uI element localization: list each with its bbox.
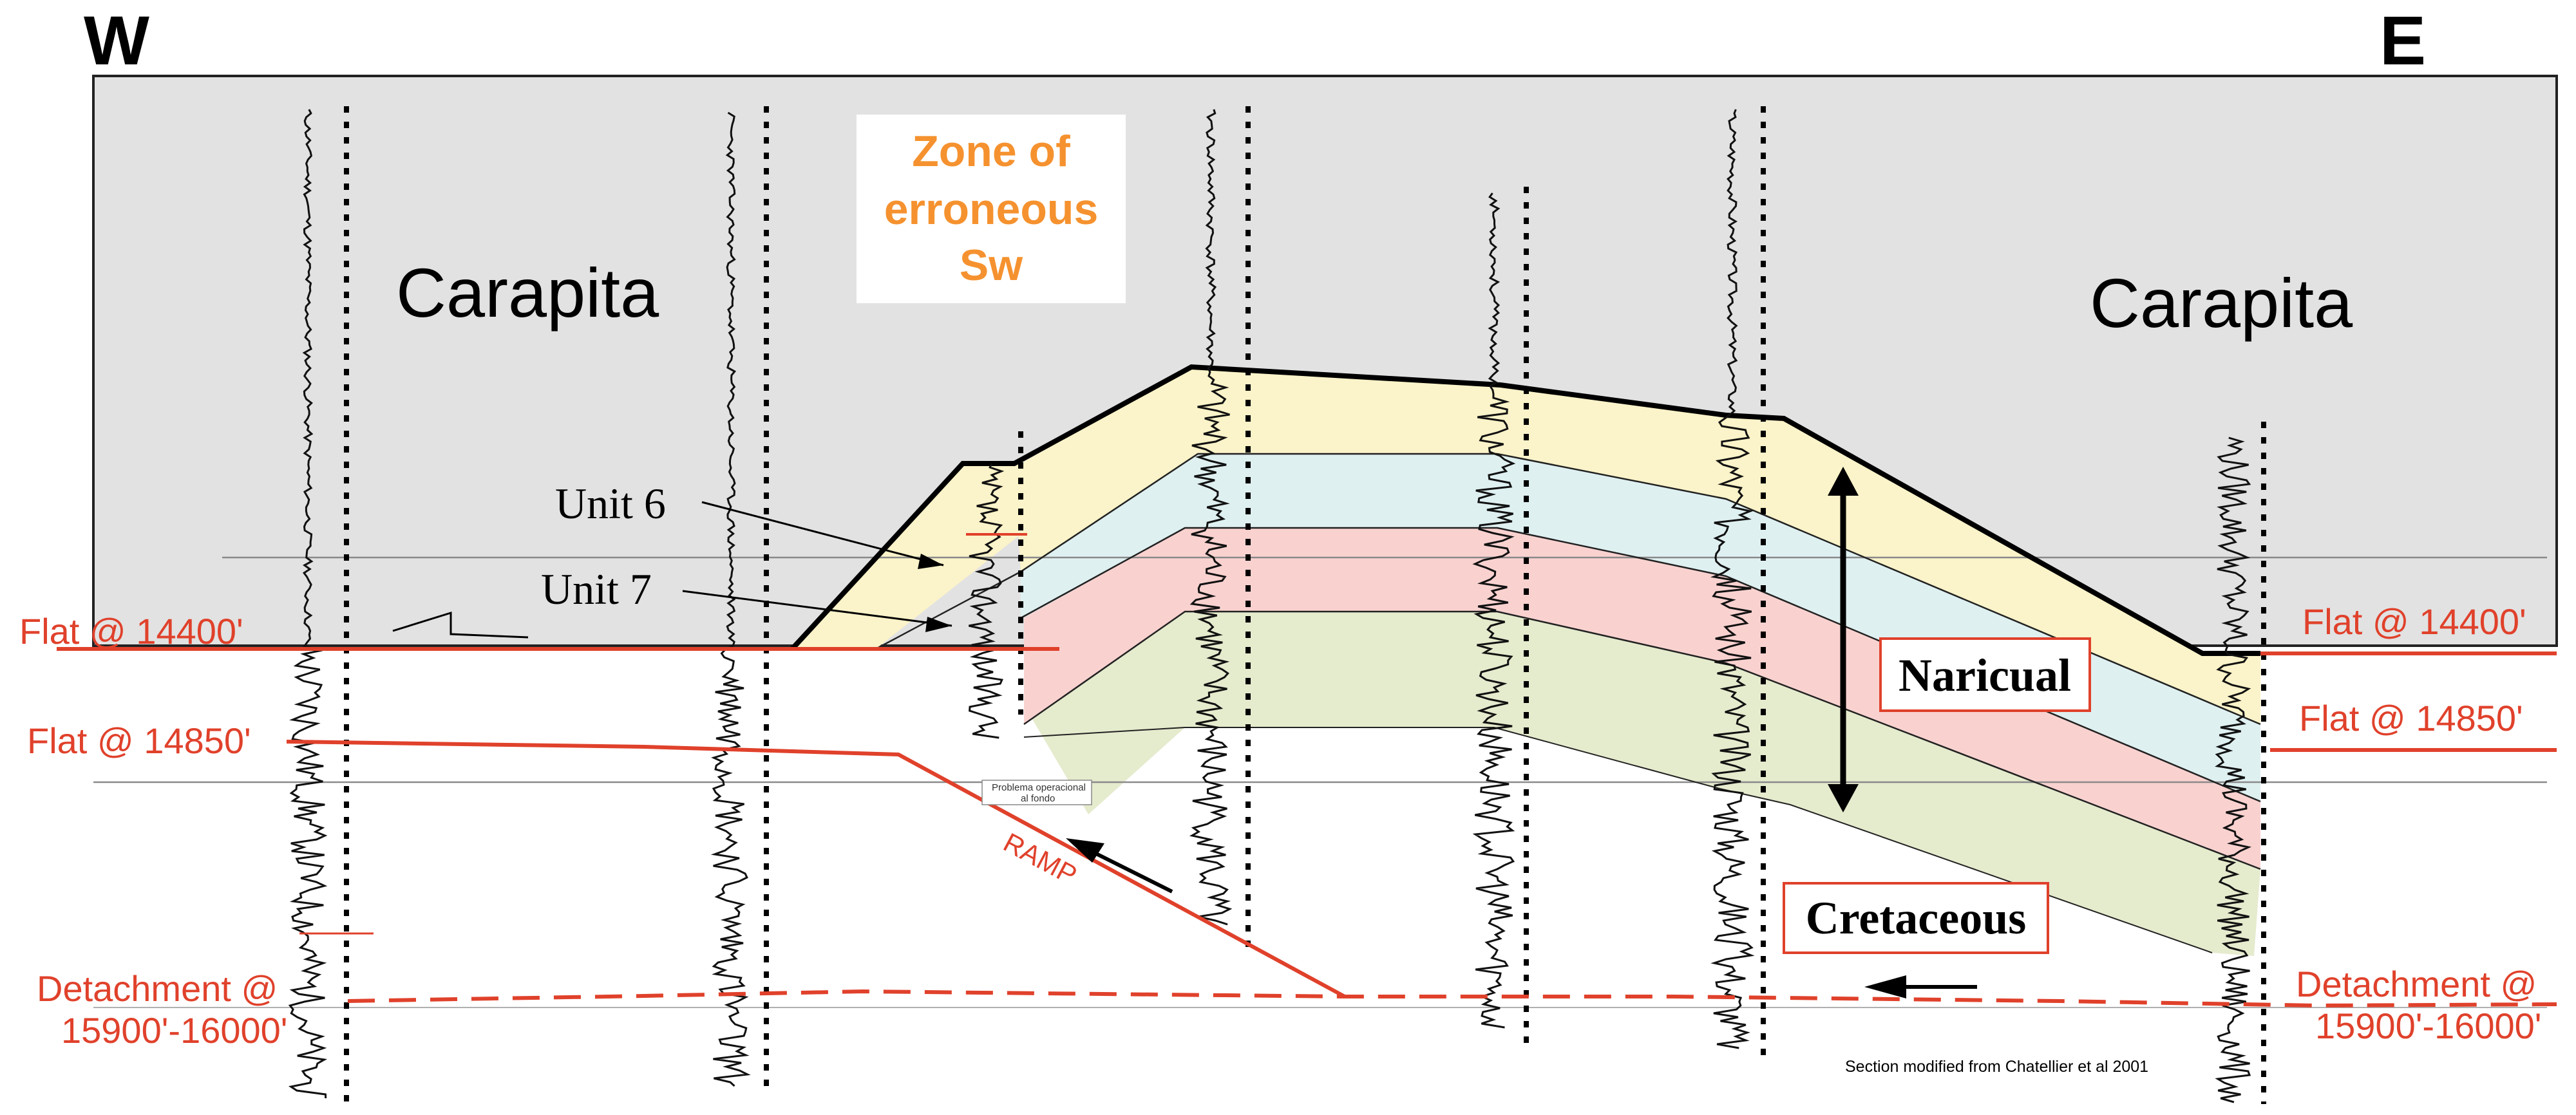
top-cretaceous-horizon [1023,610,2261,870]
well-log-4 [1189,106,1251,953]
flat-14400-left-label: Flat @ 14400' [19,611,243,651]
detachment-right-line2: 15900'-16000' [2315,1006,2541,1046]
detachment-motion-arrowhead [1864,975,1906,998]
east-label: E [2380,1,2426,79]
well-log-2 [710,106,769,1088]
zone-text-line3: Sw [960,241,1023,290]
well-log-3 [969,431,1023,739]
ramp-label: RAMP [999,827,1082,890]
unit6-arrowhead [918,554,943,569]
naricual-label: Naricual [1899,650,2071,701]
flat-14850-left-label: Flat @ 14850' [27,720,251,761]
top-unit7-horizon [875,453,2261,726]
cretaceous-label: Cretaceous [1806,892,2027,944]
well-log-7 [2215,422,2266,1104]
flat-14400-right-label: Flat @ 14400' [2302,601,2526,642]
unit6-label: Unit 6 [555,479,666,528]
well-annotation-line2: al fondo [1021,793,1055,804]
detachment-left-line2: 15900'-16000' [61,1010,287,1051]
carapita-left-label: Carapita [396,254,659,332]
cretaceous-box [1783,882,2049,954]
well-annotation-line1: Problema operacional [992,782,1086,793]
top-unit6-horizon [790,364,2260,656]
flat-14850-left-fault [286,740,1346,998]
detachment-left-line1: Detachment @ [37,968,278,1009]
flat-14850-right-label: Flat @ 14850' [2299,698,2523,738]
zone-of-erroneous-sw-box [857,115,1126,303]
cretaceous-layer [1024,612,2260,956]
thickness-arrowhead-bottom [1828,784,1859,812]
unit7-label: Unit 7 [541,565,652,614]
west-label: W [84,1,149,79]
thickness-arrowhead-top [1828,467,1859,496]
well-log-5 [1472,187,1529,1043]
unit7-arrowhead [925,617,952,632]
naricual-box [1879,637,2091,712]
unit7-arrow-line [682,590,952,627]
unit6-arrow-line [701,501,944,567]
credit-text: Section modified from Chatellier et al 2… [1845,1058,2148,1076]
ramp-motion-arrow-line [1087,848,1173,894]
detachment-right-line1: Detachment @ [2296,964,2537,1004]
detachment-fault [347,989,2557,1008]
zone-text-line1: Zone of [912,127,1070,176]
carapita-right-label: Carapita [2090,264,2353,342]
ramp-motion-arrowhead [1066,838,1104,863]
zone-text-line2: erroneous [884,185,1099,234]
base-cretaceous-horizon [1023,727,2213,953]
dip-symbol [392,611,529,639]
well-log-6 [1710,106,1766,1056]
unit7-layer [1021,454,2260,801]
well-annotation-box [981,780,1092,805]
unit6-layer [792,367,2260,724]
